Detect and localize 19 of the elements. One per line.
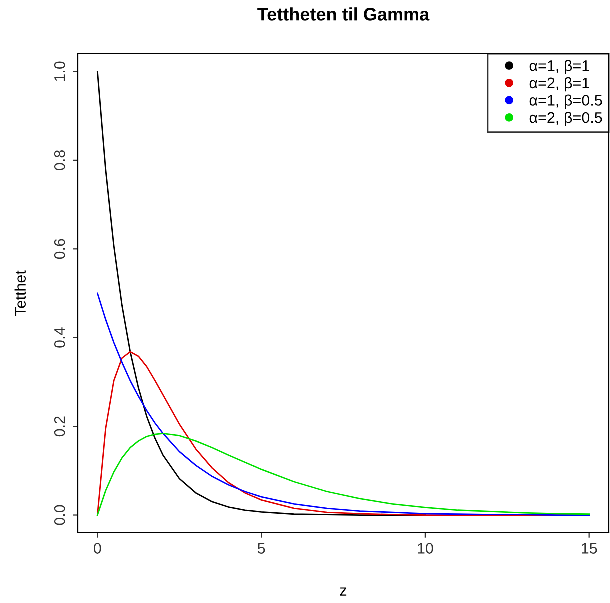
x-tick-label: 0 [94,543,102,554]
legend-label: α=2, β=1 [530,77,590,92]
x-tick-label: 5 [258,543,266,554]
legend-label: α=1, β=1 [530,60,590,74]
y-tick-label: 0.4 [54,328,66,348]
line-series [96,292,590,516]
line-series [96,432,590,516]
x-tick-label: 15 [582,543,598,554]
x-axis-title: z [340,588,347,596]
y-tick-label: 0.2 [54,416,66,437]
legend-label: α=2, β=0.5 [530,112,602,126]
y-tick-label: 0.8 [54,150,66,170]
chart-title: Tettheten til Gamma [258,8,430,21]
legend-label: α=1, β=0.5 [530,94,602,109]
x-tick-label: 10 [418,543,434,554]
y-axis-title: Tetthet [14,270,26,316]
y-tick-label: 1.0 [54,62,66,82]
y-tick-label: 0.0 [54,505,66,526]
y-tick-label: 0.6 [54,239,66,260]
